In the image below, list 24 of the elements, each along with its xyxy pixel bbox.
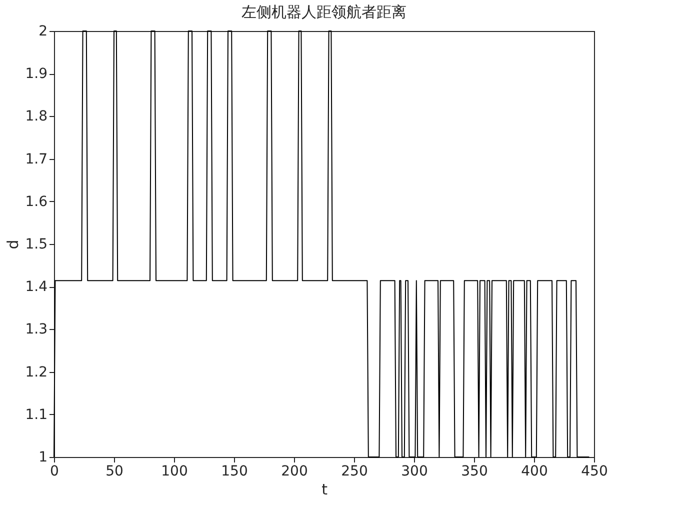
x-tick-label: 50 (106, 464, 124, 480)
y-tick-label: 1.4 (25, 279, 48, 296)
y-tick-label: 1.7 (25, 151, 48, 168)
x-tick-label: 300 (401, 464, 428, 480)
x-tick-label: 100 (161, 464, 188, 480)
x-tick-label: 250 (341, 464, 368, 480)
y-tick-label: 1.2 (25, 364, 48, 380)
y-tick-label: 1.6 (25, 194, 48, 210)
y-tick-label: 1.8 (25, 108, 48, 125)
y-tick-label: 1 (38, 450, 48, 466)
x-tick-label: 400 (521, 464, 548, 480)
y-tick-label: 2 (38, 24, 48, 40)
y-tick-label: 1.3 (25, 322, 48, 338)
x-tick-label: 350 (461, 464, 488, 480)
y-tick-label: 1.5 (25, 236, 48, 252)
x-tick-label: 0 (50, 464, 59, 480)
x-tick-label: 150 (221, 464, 248, 480)
x-axis-title: t (322, 480, 328, 498)
x-tick-label: 200 (281, 464, 308, 480)
y-tick-label: 1.1 (25, 406, 48, 423)
y-axis-title: d (4, 240, 22, 250)
y-tick-label: 1.9 (25, 66, 48, 82)
chart-title: 左侧机器人距领航者距离 (242, 3, 406, 21)
x-tick-label: 450 (581, 464, 608, 480)
